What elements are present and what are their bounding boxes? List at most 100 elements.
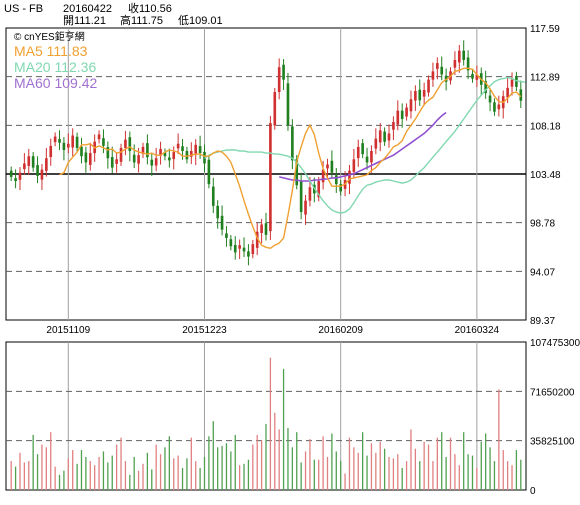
candlestick xyxy=(36,156,39,184)
candlestick xyxy=(146,134,149,165)
volume-y-tick: 107475300 xyxy=(530,338,580,349)
candlestick xyxy=(387,124,391,148)
candlestick xyxy=(418,79,422,107)
candlestick xyxy=(510,72,514,96)
candlestick xyxy=(334,167,338,193)
candlestick xyxy=(383,127,386,146)
ma5-line xyxy=(59,67,522,250)
price-y-tick: 103.48 xyxy=(530,170,561,181)
candlestick xyxy=(484,70,487,99)
candlestick xyxy=(299,172,303,220)
candlestick xyxy=(49,138,53,166)
candlestick xyxy=(163,148,167,161)
candlestick xyxy=(286,73,290,131)
candlestick xyxy=(40,163,44,190)
candlestick xyxy=(106,141,110,169)
candlestick xyxy=(189,142,193,165)
candlestick xyxy=(185,146,189,164)
candlestick xyxy=(321,160,325,190)
candlestick xyxy=(400,103,404,128)
candlestick xyxy=(365,147,369,170)
candlestick xyxy=(168,148,171,168)
candlestick xyxy=(27,148,31,175)
candlestick xyxy=(330,150,334,179)
candlestick xyxy=(440,56,444,81)
candlestick xyxy=(71,128,75,157)
candlestick xyxy=(466,50,470,80)
candlestick xyxy=(207,155,211,189)
candlestick xyxy=(370,145,373,173)
candlestick xyxy=(66,133,70,154)
candlestick xyxy=(247,244,250,266)
volume-y-tick: 0 xyxy=(530,486,536,497)
candlestick xyxy=(220,205,224,236)
candlestick xyxy=(124,130,127,156)
candlestick xyxy=(471,69,474,83)
candlestick xyxy=(211,177,215,214)
legend-ma20: MA20 112.36 xyxy=(14,59,96,75)
candlestick xyxy=(317,176,321,202)
candlestick xyxy=(260,218,263,244)
ma60-line xyxy=(279,111,447,182)
candlestick xyxy=(97,130,101,144)
candlestick xyxy=(84,146,88,173)
candlestick xyxy=(18,167,22,191)
price-y-tick: 117.59 xyxy=(530,24,560,35)
candlestick xyxy=(264,212,268,241)
high-price-label: 高111.75 xyxy=(120,13,163,27)
open-price-label: 開111.21 xyxy=(63,14,106,27)
legend-ma60: MA60 109.42 xyxy=(14,75,97,91)
candlestick xyxy=(14,169,17,189)
candlestick xyxy=(58,130,61,150)
x-date-tick: 20151223 xyxy=(182,325,227,336)
candlestick xyxy=(194,139,198,166)
volume-y-tick: 35825100 xyxy=(530,437,575,448)
candlestick xyxy=(75,132,79,153)
candlestick xyxy=(9,166,13,182)
x-date-tick: 20151109 xyxy=(46,325,90,336)
legend-ma5: MA5 111.83 xyxy=(14,43,88,59)
candlestick xyxy=(396,100,400,131)
candlestick xyxy=(102,129,105,154)
candlestick xyxy=(488,88,492,112)
candlestick xyxy=(233,236,237,260)
candlestick xyxy=(251,240,255,259)
candlestick xyxy=(176,133,180,155)
price-y-tick: 94.07 xyxy=(530,267,555,278)
date-label: 20160422 xyxy=(63,3,112,15)
candlestick xyxy=(304,195,307,225)
candlestick xyxy=(282,59,285,90)
candlestick xyxy=(326,158,329,179)
low-price-label: 低109.01 xyxy=(178,14,223,27)
x-date-tick: 20160324 xyxy=(455,325,500,336)
candlestick xyxy=(352,148,356,178)
candlestick xyxy=(339,180,343,196)
symbol-label: US - FB xyxy=(4,3,43,15)
candlestick xyxy=(409,90,413,119)
candlestick xyxy=(273,87,277,130)
candlestick xyxy=(132,144,136,169)
price-y-tick: 98.78 xyxy=(530,219,555,230)
watermark: © cnYES鉅亨網 xyxy=(14,30,85,43)
candlestick xyxy=(141,142,145,159)
candlestick xyxy=(378,123,382,152)
candlestick xyxy=(119,143,123,166)
candlestick xyxy=(457,44,461,73)
candlestick xyxy=(154,147,158,172)
candlestick xyxy=(45,147,48,177)
candlestick xyxy=(479,67,483,96)
x-date-tick: 20160209 xyxy=(318,325,363,336)
candlestick xyxy=(436,57,439,80)
candlestick xyxy=(405,103,408,121)
ma20-line xyxy=(204,76,526,214)
candlestick xyxy=(80,137,83,164)
candlestick xyxy=(277,58,281,100)
candlestick xyxy=(519,80,523,108)
candlestick xyxy=(392,116,395,141)
candlestick xyxy=(493,98,496,116)
candlestick xyxy=(361,139,364,159)
candlestick xyxy=(229,235,233,251)
candlestick xyxy=(53,132,57,147)
volume-y-tick: 71650200 xyxy=(530,387,575,398)
